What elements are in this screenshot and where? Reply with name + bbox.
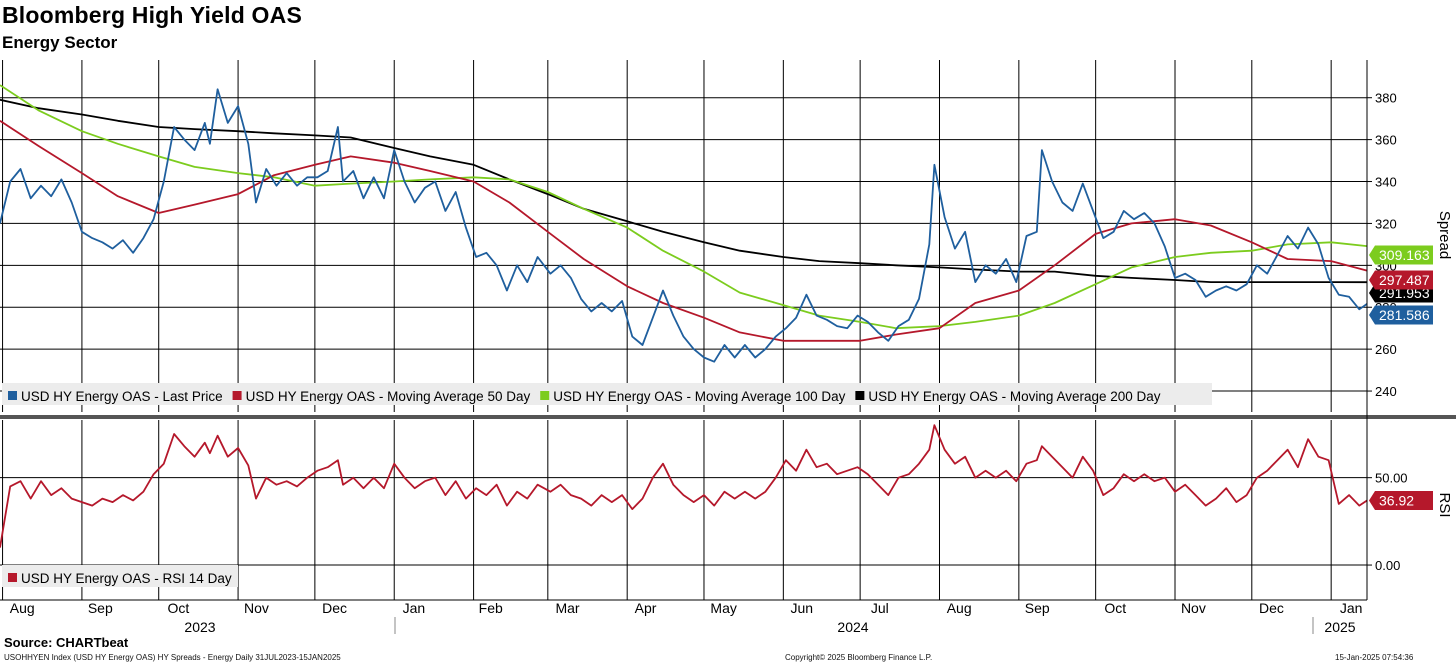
rsi-legend-label: USD HY Energy OAS - RSI 14 Day — [21, 571, 232, 586]
x-tick-label: Oct — [1104, 600, 1126, 616]
legend-label: USD HY Energy OAS - Moving Average 100 D… — [553, 389, 845, 404]
legend-swatch — [8, 391, 17, 400]
last-value-ma50-bg — [1369, 270, 1433, 290]
x-tick-label: Jun — [790, 600, 813, 616]
x-tick-label: Jan — [403, 600, 426, 616]
series-rsi-line — [0, 424, 1368, 548]
y-tick-label: 320 — [1375, 216, 1397, 231]
x-tick-label: Dec — [322, 600, 347, 616]
x-tick-label: Aug — [947, 600, 972, 616]
x-tick-label: Dec — [1259, 600, 1284, 616]
last-value-ma100-bg — [1369, 245, 1433, 265]
axes-layer — [0, 60, 1456, 634]
x-tick-label: Sep — [88, 600, 113, 616]
legend-swatch — [540, 391, 550, 400]
x-tick-label: Jul — [871, 600, 889, 616]
rsi-legend-background — [2, 565, 238, 587]
x-tick-label: May — [710, 600, 736, 616]
series-ma200-line — [0, 98, 1368, 284]
rsi-axis-title: RSI — [1436, 492, 1453, 517]
last-value-last-price-bg — [1369, 305, 1433, 325]
last-value-last-price: 281.586 — [1379, 307, 1430, 323]
rsi-tick-label: 50.00 — [1375, 471, 1408, 486]
legend-swatch — [232, 391, 242, 400]
x-tick-label: Nov — [244, 600, 269, 616]
last-value-rsi: 36.92 — [1379, 493, 1414, 509]
x-year-label: 2025 — [1324, 619, 1355, 635]
y-tick-label: 360 — [1375, 133, 1397, 148]
legend-swatch — [855, 391, 865, 400]
timestamp-note: 15-Jan-2025 07:54:36 — [1335, 653, 1414, 662]
x-year-label: 2023 — [184, 619, 215, 635]
x-tick-label: Apr — [635, 600, 657, 616]
chart-title: Bloomberg High Yield OAS — [2, 2, 302, 28]
y-tick-label: 340 — [1375, 175, 1397, 190]
last-value-rsi-bg — [1369, 491, 1433, 511]
legend-background — [2, 383, 1212, 405]
chart-subtitle: Energy Sector — [2, 33, 118, 52]
y-tick-label: 380 — [1375, 91, 1397, 106]
grid-lines — [0, 60, 1367, 600]
x-tick-label: Sep — [1025, 600, 1050, 616]
x-tick-label: Feb — [479, 600, 503, 616]
legend-label: USD HY Energy OAS - Moving Average 50 Da… — [246, 389, 531, 404]
y-axis-title: Spread — [1436, 211, 1453, 259]
series-ma50-line — [0, 120, 1368, 342]
x-tick-label: Oct — [168, 600, 190, 616]
index-description: USOHHYEN Index (USD HY Energy OAS) HY Sp… — [4, 653, 341, 662]
legend-swatch — [8, 573, 17, 582]
copyright-note: Copyright© 2025 Bloomberg Finance L.P. — [785, 653, 933, 662]
legend-label: USD HY Energy OAS - Last Price — [21, 389, 223, 404]
last-value-ma100: 309.163 — [1379, 247, 1430, 263]
y-tick-label: 260 — [1375, 342, 1397, 357]
x-tick-label: Nov — [1181, 600, 1206, 616]
legend-label: USD HY Energy OAS - Moving Average 200 D… — [868, 389, 1160, 404]
labels-layer: 2402602803003203403603800.0050.00SpreadR… — [2, 91, 1453, 635]
x-year-label: 2024 — [837, 619, 868, 635]
x-tick-label: Mar — [555, 600, 579, 616]
last-value-ma50: 297.487 — [1379, 272, 1430, 288]
rsi-tick-label: 0.00 — [1375, 558, 1400, 573]
x-tick-label: Jan — [1340, 600, 1363, 616]
series-layer — [0, 84, 1368, 548]
series-last-price-line — [0, 88, 1368, 363]
x-tick-label: Aug — [10, 600, 35, 616]
series-ma100-line — [0, 84, 1368, 330]
y-tick-label: 240 — [1375, 384, 1397, 399]
source-note: Source: CHARTbeat — [4, 635, 129, 650]
